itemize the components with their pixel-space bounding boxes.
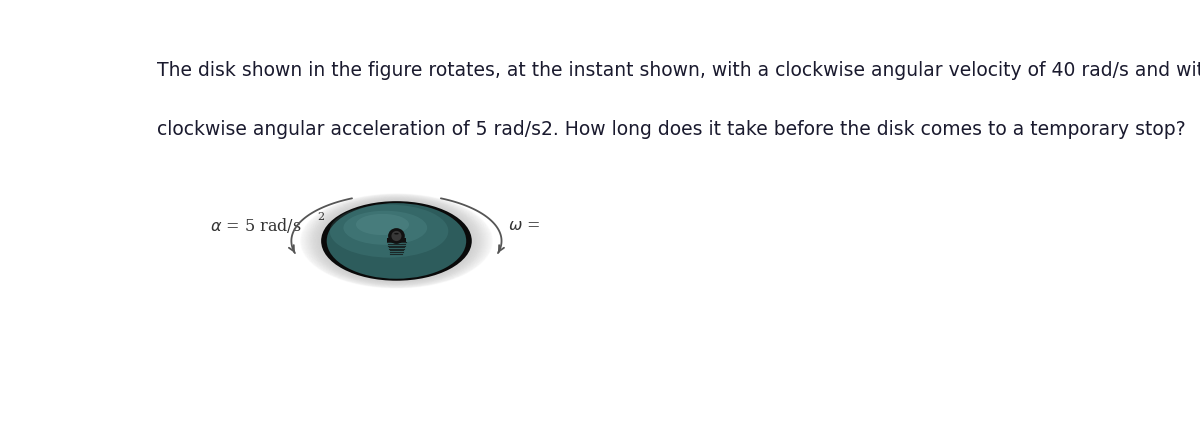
Text: The disk shown in the figure rotates, at the instant shown, with a clockwise ang: The disk shown in the figure rotates, at… — [157, 61, 1200, 80]
Ellipse shape — [343, 211, 427, 245]
Ellipse shape — [322, 201, 472, 281]
Text: clockwise angular acceleration of 5 rad/s2. How long does it take before the dis: clockwise angular acceleration of 5 rad/… — [157, 120, 1186, 139]
Ellipse shape — [326, 204, 467, 279]
Ellipse shape — [388, 229, 404, 245]
Ellipse shape — [391, 231, 402, 242]
Ellipse shape — [394, 233, 398, 235]
Text: $\omega$ =: $\omega$ = — [508, 216, 540, 233]
Text: 2: 2 — [317, 212, 324, 222]
Text: $\alpha$ = 5 rad/s: $\alpha$ = 5 rad/s — [210, 216, 302, 234]
Ellipse shape — [356, 214, 409, 236]
Ellipse shape — [330, 205, 449, 258]
Bar — [388, 238, 406, 242]
